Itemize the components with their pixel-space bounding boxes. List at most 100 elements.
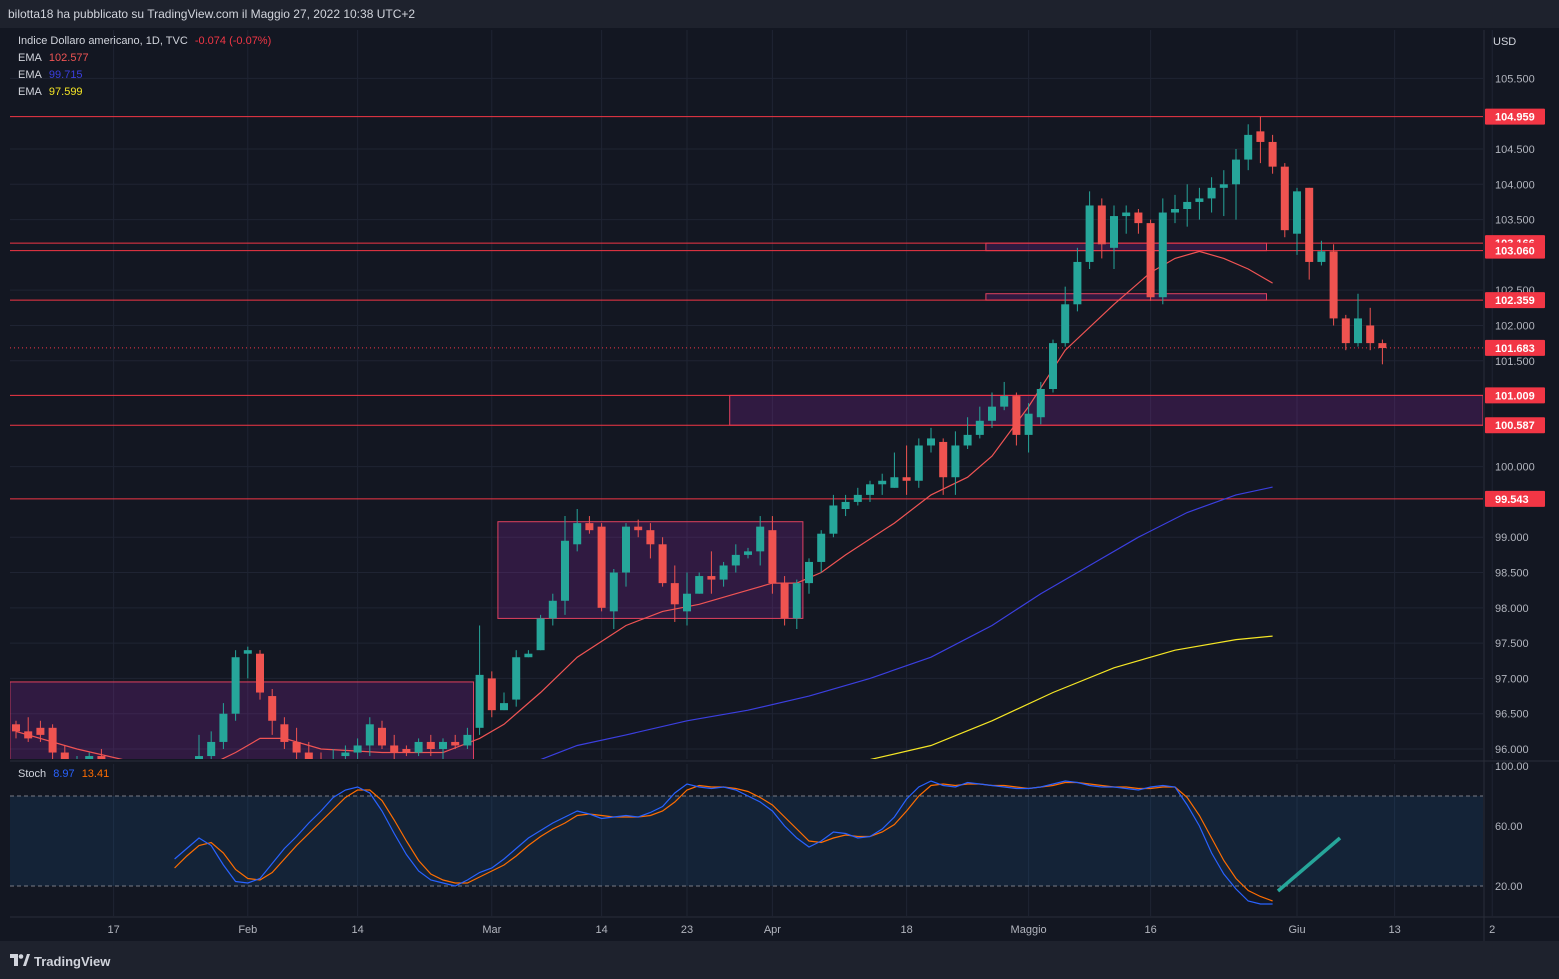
- candle-body: [195, 756, 203, 759]
- price-label-bg: [1485, 242, 1545, 259]
- candle: [1354, 293, 1362, 347]
- price-label-bg: [1485, 108, 1545, 125]
- price-label-bg: [1485, 490, 1545, 507]
- candle-body: [902, 477, 911, 481]
- candle: [1268, 134, 1277, 174]
- candle-body: [85, 756, 94, 759]
- candle-body: [731, 554, 740, 566]
- candle: [573, 509, 582, 552]
- candle: [1000, 381, 1009, 411]
- candle-body: [1329, 251, 1338, 319]
- candle-body: [805, 561, 813, 584]
- candle: [85, 752, 94, 759]
- time-tick-label: 14: [595, 924, 607, 936]
- candle: [378, 720, 386, 749]
- ema-value: 97.599: [48, 86, 83, 98]
- candle: [1329, 244, 1338, 326]
- price-label: 104.959: [1485, 108, 1545, 125]
- candle: [183, 763, 191, 791]
- candle-body: [939, 441, 948, 478]
- candle: [1097, 198, 1106, 259]
- tradingview-logo-icon[interactable]: [10, 954, 30, 968]
- candle: [524, 650, 533, 658]
- price-label-text: 104.959: [1495, 112, 1535, 124]
- candle: [48, 724, 57, 759]
- candle: [1244, 124, 1253, 171]
- legend-ema-3[interactable]: EMA 97.599: [18, 86, 87, 98]
- publisher-text: bilotta18 ha pubblicato su TradingView.c…: [8, 7, 416, 21]
- price-label-bg: [1485, 339, 1545, 356]
- time-tick-label: 18: [900, 924, 912, 936]
- time-tick-label: 13: [1388, 924, 1400, 936]
- candle-body: [256, 653, 264, 693]
- candle: [585, 516, 594, 534]
- grid-lines: [10, 30, 1493, 916]
- candle-body: [1317, 251, 1326, 262]
- candle-body: [707, 576, 716, 580]
- price-tick-label: 101.500: [1495, 356, 1535, 368]
- price-label-bg: [1485, 292, 1545, 309]
- candle: [292, 727, 301, 759]
- stoch-pane: [10, 780, 1483, 905]
- candle-body: [1244, 134, 1253, 160]
- price-label-bg: [1485, 387, 1545, 404]
- candle-body: [853, 494, 862, 502]
- candle: [439, 738, 447, 759]
- candle: [158, 777, 166, 798]
- candle-body: [695, 576, 704, 594]
- candle: [792, 579, 801, 629]
- support-resistance-zone: [729, 394, 1483, 426]
- candle-body: [1195, 198, 1204, 202]
- candle-body: [1268, 141, 1277, 167]
- candle-body: [439, 741, 447, 749]
- stoch-tick-label: 20.00: [1495, 881, 1523, 893]
- support-resistance-zone: [985, 242, 1268, 252]
- candle: [988, 392, 996, 428]
- stoch-tick-label: 100.00: [1495, 761, 1529, 773]
- candle: [12, 720, 20, 739]
- candle-body: [1073, 261, 1082, 305]
- ema-label: EMA: [18, 86, 42, 98]
- candle-body: [1366, 325, 1375, 344]
- candle: [1293, 187, 1301, 255]
- candle-body: [24, 731, 33, 739]
- candle: [475, 625, 484, 735]
- price-label: 102.359: [1485, 292, 1545, 309]
- time-tick-label: 23: [681, 924, 693, 936]
- candle-body: [243, 650, 252, 654]
- price-label-text: 100.587: [1495, 420, 1535, 432]
- candle: [927, 427, 935, 453]
- candle-body: [1183, 201, 1192, 209]
- ema-label: EMA: [18, 69, 42, 81]
- candle-body: [1134, 212, 1143, 224]
- price-label: 103.060: [1485, 242, 1545, 259]
- price-tick-label: 97.500: [1495, 638, 1529, 650]
- candle-body: [597, 526, 606, 608]
- candle-body: [1110, 216, 1118, 248]
- legend-stoch[interactable]: Stoch 8.97 13.41: [18, 768, 113, 780]
- candle: [122, 774, 130, 799]
- candle-body: [1122, 212, 1131, 217]
- candle-body: [1036, 389, 1045, 418]
- candle: [744, 547, 752, 559]
- candle-body: [304, 752, 313, 759]
- candle: [243, 646, 252, 679]
- candle: [1280, 163, 1289, 238]
- candle: [548, 593, 557, 626]
- chart-canvas[interactable]: USD105.500104.500104.000103.500102.50010…: [0, 0, 1559, 941]
- candle-body: [1280, 166, 1289, 231]
- price-label-bg: [1485, 417, 1545, 434]
- ema-line: [869, 635, 1273, 759]
- candle: [60, 745, 69, 759]
- candle-body: [536, 618, 545, 651]
- candle-body: [402, 749, 411, 753]
- price-tick-label: 99.000: [1495, 532, 1529, 544]
- candle: [219, 703, 228, 749]
- legend-ema-2[interactable]: EMA 99.715: [18, 69, 87, 81]
- candle-body: [817, 533, 826, 562]
- legend-ema-1[interactable]: EMA 102.577: [18, 52, 93, 64]
- symbol-name: Indice Dollaro americano, 1D, TVC: [18, 35, 188, 47]
- candle-body: [524, 653, 533, 658]
- time-tick-label: 17: [107, 924, 119, 936]
- legend-symbol[interactable]: Indice Dollaro americano, 1D, TVC -0.074…: [18, 35, 275, 47]
